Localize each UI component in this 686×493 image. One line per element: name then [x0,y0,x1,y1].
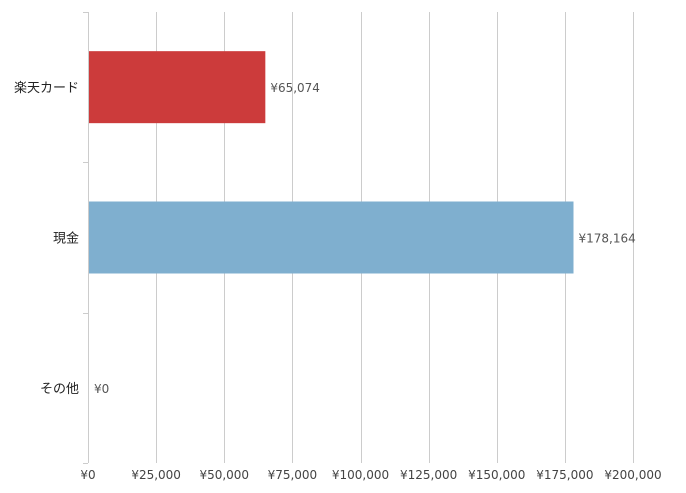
x-tick-label: ¥150,000 [468,468,525,482]
bar [89,201,574,274]
x-tick-label: ¥100,000 [332,468,389,482]
bar-value-label: ¥178,164 [578,232,635,246]
bar-value-label: ¥65,074 [270,81,320,95]
y-category-label: 楽天カード [14,80,79,96]
bar-layer [89,51,574,274]
axis-layer [83,12,89,464]
x-tick-label: ¥0 [80,468,95,482]
x-tick-label: ¥200,000 [604,468,661,482]
x-tick-label: ¥175,000 [536,468,593,482]
y-category-label: 現金 [53,231,79,247]
x-tick-label: ¥50,000 [199,468,249,482]
x-tick-label: ¥25,000 [131,468,181,482]
bar-value-label: ¥0 [94,382,109,396]
bar [89,51,266,124]
y-category-label: その他 [40,382,79,397]
x-tick-label: ¥75,000 [268,468,318,482]
x-tick-label: ¥125,000 [400,468,457,482]
label-layer: ¥0 ¥25,000 ¥50,000 ¥75,000 ¥100,000 ¥125,000 ¥… [14,80,662,482]
